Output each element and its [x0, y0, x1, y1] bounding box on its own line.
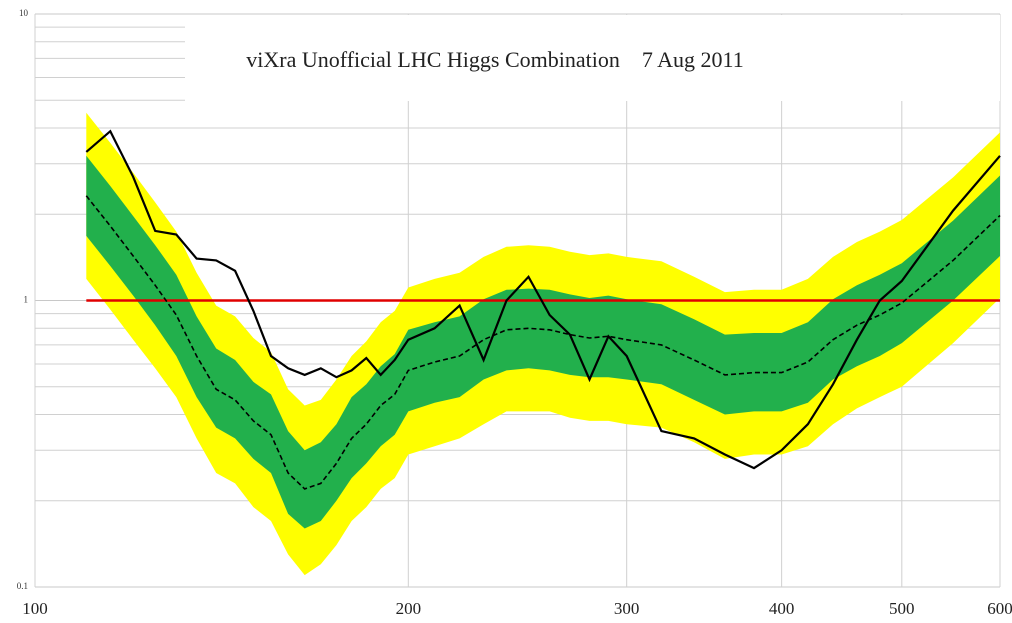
title-box: [185, 15, 1000, 101]
series-line: [85, 129, 1001, 470]
chart-title: viXra Unofficial LHC Higgs Combination 7…: [246, 47, 743, 72]
x-tick-label: 600: [987, 599, 1012, 618]
band: [86, 155, 1001, 529]
x-tick-label: 300: [614, 599, 640, 618]
y-tick-label: 0.1: [17, 581, 28, 591]
y-tick-label: 10: [19, 8, 29, 18]
x-tick-label: 100: [22, 599, 48, 618]
y-tick-label: 1: [24, 295, 29, 305]
series-line: [85, 195, 1001, 490]
x-tick-label: 500: [889, 599, 915, 618]
x-tick-label: 200: [396, 599, 422, 618]
x-tick-label: 400: [769, 599, 795, 618]
